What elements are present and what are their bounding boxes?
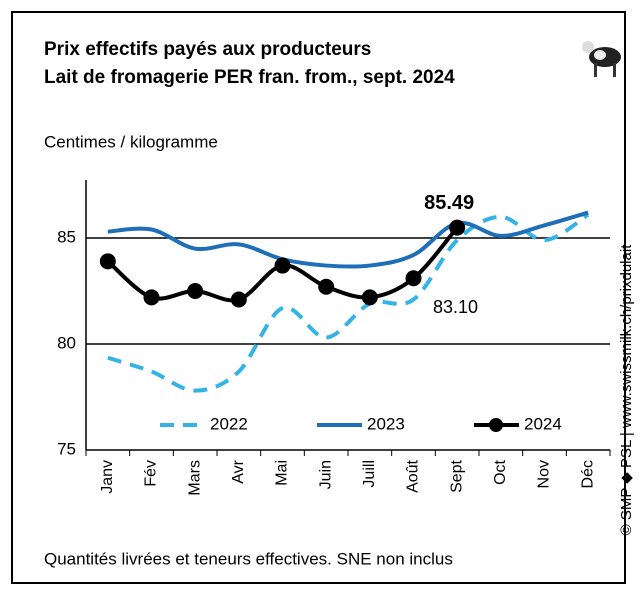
point bbox=[362, 289, 378, 305]
point bbox=[144, 289, 160, 305]
legend-label: 2022 bbox=[210, 414, 248, 433]
x-tick-label: Juin bbox=[317, 460, 334, 489]
point bbox=[231, 291, 247, 307]
x-tick-label: Sept bbox=[448, 459, 465, 492]
chart-title: Prix effectifs payés aux producteurs bbox=[44, 39, 371, 60]
x-tick-label: Juill bbox=[361, 460, 378, 488]
x-tick-label: Nov bbox=[536, 460, 553, 488]
point bbox=[318, 279, 334, 295]
point bbox=[100, 253, 116, 269]
legend-label: 2024 bbox=[524, 414, 562, 433]
value-label: 85.49 bbox=[424, 192, 474, 214]
point bbox=[406, 270, 422, 286]
y-axis-label: Centimes / kilogramme bbox=[44, 132, 218, 151]
x-tick-label: Fév bbox=[143, 460, 160, 487]
frame bbox=[12, 12, 625, 583]
point bbox=[275, 258, 291, 274]
x-tick-label: Oct bbox=[492, 459, 509, 484]
source: © SMP ◆ PSL | www.swissmilk.ch/prixdulai… bbox=[618, 244, 635, 536]
chart-title: Lait de fromagerie PER fran. from., sept… bbox=[44, 67, 455, 88]
x-tick-label: Mars bbox=[186, 460, 203, 496]
legend-marker bbox=[489, 418, 503, 432]
x-tick-label: Janv bbox=[99, 460, 116, 494]
value-label: 83.10 bbox=[433, 297, 478, 317]
point bbox=[187, 283, 203, 299]
chart: Prix effectifs payés aux producteurs Lai… bbox=[0, 0, 643, 585]
legend-label: 2023 bbox=[367, 414, 405, 433]
y-tick-label: 85 bbox=[57, 227, 76, 246]
x-tick-label: Mai bbox=[274, 460, 291, 486]
x-tick-label: Avr bbox=[230, 459, 247, 483]
x-tick-label: Août bbox=[405, 459, 422, 492]
page: {"chart_data": {"type": "line", "title":… bbox=[0, 0, 643, 585]
note: Quantités livrées et teneurs effectives.… bbox=[44, 549, 453, 568]
y-tick-label: 75 bbox=[57, 439, 76, 458]
point bbox=[449, 220, 465, 236]
x-tick-label: Déc bbox=[579, 460, 596, 488]
y-tick-label: 80 bbox=[57, 333, 76, 352]
